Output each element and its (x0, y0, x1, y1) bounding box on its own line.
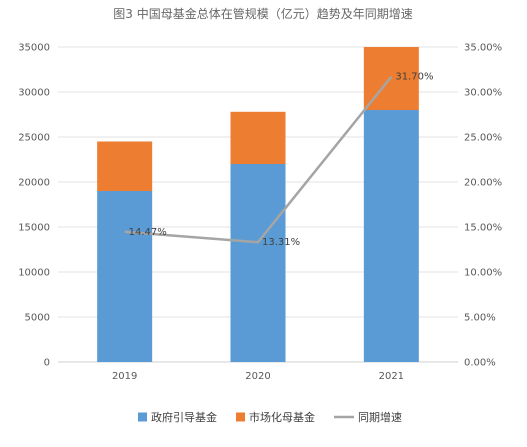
category-label: 2021 (379, 371, 404, 382)
bar-segment-government (231, 164, 286, 362)
right-tick-label: 10.00% (464, 268, 502, 279)
legend-label: 市场化母基金 (249, 410, 315, 424)
left-tick-label: 35000 (18, 43, 50, 54)
left-tick-label: 15000 (18, 223, 50, 234)
right-tick-label: 25.00% (464, 133, 502, 144)
right-tick-label: 20.00% (464, 178, 502, 189)
category-label: 2019 (112, 371, 137, 382)
left-axis: 0 5000 10000 15000 20000 25000 30000 35000 (18, 43, 50, 369)
left-tick-label: 30000 (18, 88, 50, 99)
bar-segment-government (364, 110, 419, 362)
left-tick-label: 5000 (25, 313, 50, 324)
right-axis: 0.00% 5.00% 10.00% 15.00% 20.00% 25.00% 30.00%… (464, 43, 502, 369)
bar-segment-market (97, 142, 152, 192)
left-tick-label: 10000 (18, 268, 50, 279)
growth-data-label: 14.47% (129, 227, 167, 238)
legend-swatch (138, 413, 147, 422)
bars (97, 47, 419, 362)
category-axis: 2019 2020 2021 (112, 371, 404, 382)
right-tick-label: 35.00% (464, 43, 502, 54)
bar-segment-government (97, 191, 152, 362)
legend-label: 同期增速 (358, 410, 402, 424)
left-tick-label: 25000 (18, 133, 50, 144)
chart-title: 图3 中国母基金总体在管规模（亿元）趋势及年同期增速 (113, 6, 412, 21)
legend-swatch (236, 413, 245, 422)
left-tick-label: 20000 (18, 178, 50, 189)
right-tick-label: 15.00% (464, 223, 502, 234)
right-tick-label: 5.00% (464, 313, 496, 324)
growth-data-label: 31.70% (395, 72, 433, 83)
legend-label: 政府引导基金 (151, 410, 217, 424)
legend: 政府引导基金 市场化母基金 同期增速 (138, 410, 402, 424)
growth-data-label: 13.31% (262, 237, 300, 248)
right-tick-label: 0.00% (464, 358, 496, 369)
bar-segment-market (231, 112, 286, 164)
category-label: 2020 (245, 371, 270, 382)
left-tick-label: 0 (44, 358, 50, 369)
right-tick-label: 30.00% (464, 88, 502, 99)
